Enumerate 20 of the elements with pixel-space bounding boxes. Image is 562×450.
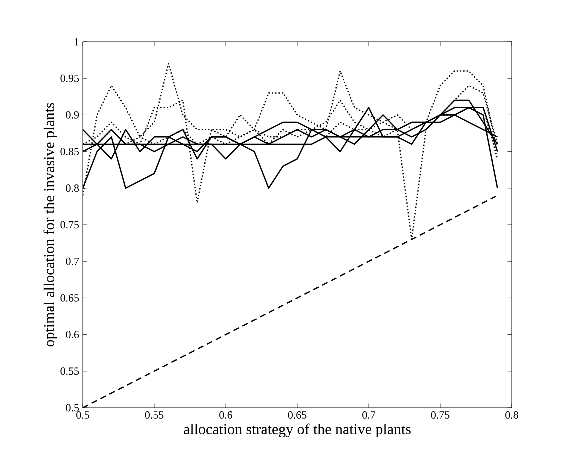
y-tick-label: 0.9 — [66, 111, 80, 119]
y-tick-label: 0.5 — [66, 404, 80, 412]
y-tick-label: 0.85 — [60, 148, 80, 156]
y-tick-label: 1 — [74, 38, 79, 46]
x-tick-label: 0.6 — [220, 412, 233, 419]
y-tick-label: 0.7 — [66, 258, 80, 266]
x-tick-label: 0.75 — [431, 412, 450, 419]
y-axis-title: optimal allocation for the invasive plants — [44, 103, 58, 347]
x-tick-label: 0.55 — [145, 412, 164, 419]
y-tick-label: 0.65 — [60, 294, 80, 302]
y-tick-label: 0.55 — [60, 368, 80, 376]
y-tick-label: 0.75 — [60, 221, 80, 229]
y-tick-label: 0.95 — [60, 74, 80, 82]
y-tick-label: 0.6 — [66, 331, 80, 339]
x-tick-label: 0.7 — [362, 412, 376, 419]
y-tick-label: 0.8 — [66, 184, 80, 192]
x-tick-label: 0.5 — [76, 412, 90, 419]
x-tick-label: 0.8 — [506, 412, 518, 419]
x-tick-label: 0.65 — [288, 412, 307, 419]
x-axis-title: allocation strategy of the native plants — [184, 424, 411, 438]
